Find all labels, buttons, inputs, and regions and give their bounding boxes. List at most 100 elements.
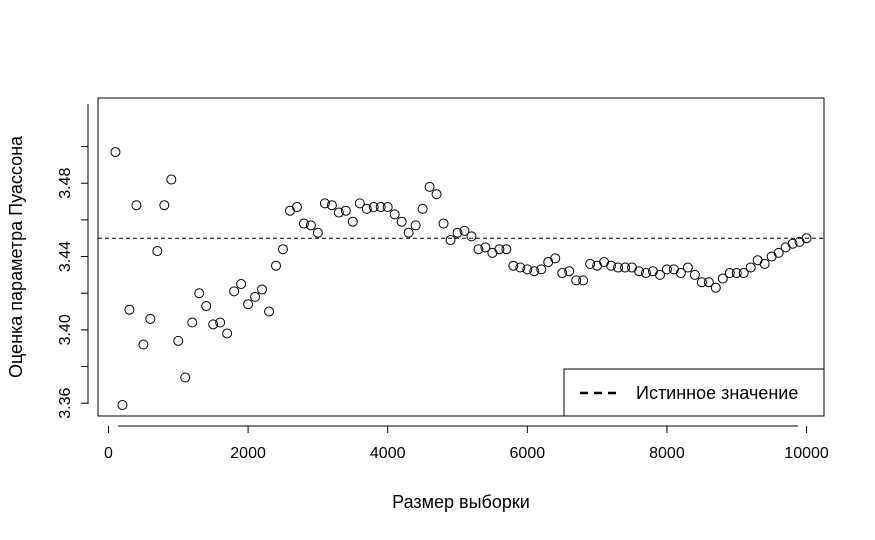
data-point <box>271 260 282 271</box>
data-point <box>627 262 638 273</box>
data-point <box>131 200 142 211</box>
data-point <box>620 262 631 273</box>
data-point <box>250 291 261 302</box>
data-point <box>305 220 316 231</box>
data-point <box>243 299 254 310</box>
data-point <box>487 247 498 258</box>
y-tick-label: 3.36 <box>57 387 74 418</box>
data-point <box>717 273 728 284</box>
y-ticks: 3.36 3.40 3.44 3.48 <box>57 146 88 419</box>
y-tick-label: 3.48 <box>57 168 74 199</box>
data-point <box>124 304 135 315</box>
data-point <box>759 258 770 269</box>
data-point <box>536 264 547 275</box>
data-point <box>752 255 763 266</box>
data-point <box>738 268 749 279</box>
y-axis-label: Оценка параметра Пуассона <box>6 135 26 378</box>
data-point <box>403 227 414 238</box>
data-point <box>773 247 784 258</box>
data-point <box>319 198 330 209</box>
data-point <box>696 277 707 288</box>
legend-label: Истинное значение <box>636 383 798 403</box>
data-point <box>529 266 540 277</box>
legend: Истинное значение <box>563 368 825 417</box>
data-point <box>585 258 596 269</box>
data-point <box>640 268 651 279</box>
x-axis-label: Размер выборки <box>392 492 530 512</box>
x-tick-label: 0 <box>104 445 113 462</box>
data-point <box>675 268 686 279</box>
data-point <box>689 269 700 280</box>
data-point <box>166 174 177 185</box>
data-points <box>110 147 812 411</box>
data-point <box>159 200 170 211</box>
data-point <box>382 202 393 213</box>
data-point <box>277 244 288 255</box>
data-point <box>417 203 428 214</box>
data-point <box>682 262 693 273</box>
data-point <box>138 339 149 350</box>
data-point <box>298 218 309 229</box>
data-point <box>508 260 519 271</box>
data-point <box>724 268 735 279</box>
data-point <box>312 227 323 238</box>
data-point <box>410 220 421 231</box>
data-point <box>424 181 435 192</box>
data-point <box>438 218 449 229</box>
data-point <box>201 301 212 312</box>
data-point <box>613 262 624 273</box>
data-point <box>522 264 533 275</box>
data-point <box>396 216 407 227</box>
data-point <box>766 251 777 262</box>
data-point <box>375 202 386 213</box>
x-tick-label: 6000 <box>510 445 546 462</box>
data-point <box>291 202 302 213</box>
data-point <box>180 372 191 383</box>
data-point <box>571 275 582 286</box>
data-point <box>459 225 470 236</box>
data-point <box>494 244 505 255</box>
x-tick-label: 4000 <box>370 445 406 462</box>
data-point <box>173 335 184 346</box>
plot-frame <box>97 97 825 417</box>
data-point <box>354 198 365 209</box>
data-point <box>515 262 526 273</box>
x-ticks: 0 2000 4000 6000 8000 10000 <box>104 426 829 462</box>
data-point <box>606 260 617 271</box>
data-point <box>236 279 247 290</box>
data-point <box>780 242 791 253</box>
data-point <box>257 284 268 295</box>
data-point <box>229 286 240 297</box>
data-point <box>110 147 121 158</box>
data-point <box>668 264 679 275</box>
x-tick-label: 2000 <box>230 445 266 462</box>
data-point <box>745 262 756 273</box>
data-point <box>264 306 275 317</box>
y-tick-label: 3.44 <box>57 241 74 272</box>
y-tick-label: 3.40 <box>57 314 74 345</box>
data-point <box>152 246 163 257</box>
x-tick-label: 8000 <box>649 445 685 462</box>
data-point <box>361 203 372 214</box>
data-point <box>222 328 233 339</box>
data-point <box>578 275 589 286</box>
data-point <box>326 200 337 211</box>
data-point <box>187 317 198 328</box>
data-point <box>480 242 491 253</box>
data-point <box>550 253 561 264</box>
data-point <box>208 319 219 330</box>
data-point <box>194 288 205 299</box>
data-point <box>731 268 742 279</box>
data-point <box>284 205 295 216</box>
data-point <box>340 205 351 216</box>
data-point <box>787 238 798 249</box>
data-point <box>801 233 812 244</box>
data-point <box>703 277 714 288</box>
data-point <box>466 231 477 242</box>
data-point <box>543 257 554 268</box>
data-point <box>215 317 226 328</box>
data-point <box>389 209 400 220</box>
data-point <box>347 216 358 227</box>
data-point <box>473 244 484 255</box>
data-point <box>710 282 721 293</box>
